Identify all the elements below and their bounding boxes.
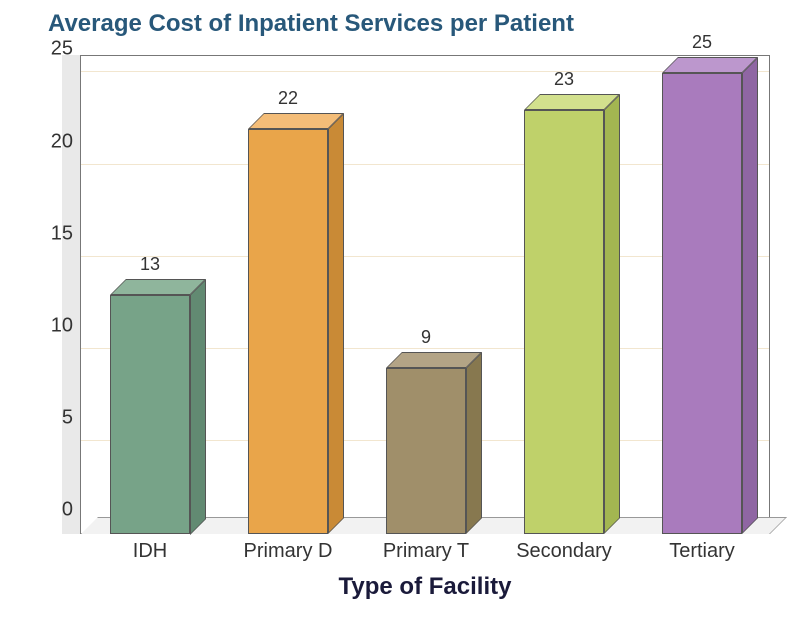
bar: 13 [110, 295, 190, 535]
y-tick-label: 5 [33, 406, 73, 429]
bar-value-label: 13 [140, 254, 160, 275]
bar: 9 [386, 368, 466, 534]
y-tick-label: 10 [33, 314, 73, 337]
y-tick-label: 0 [33, 499, 73, 522]
y-tick-label: 25 [33, 38, 73, 61]
x-axis-title: Type of Facility [81, 573, 769, 601]
bar: 23 [524, 110, 604, 534]
bar-value-label: 9 [421, 327, 431, 348]
x-tick-label: Secondary [516, 540, 612, 563]
x-tick-label: Primary T [383, 540, 469, 563]
y-tick-label: 15 [33, 222, 73, 245]
y-tick-label: 20 [33, 130, 73, 153]
bar: 22 [248, 129, 328, 534]
plot-area: Type of Facility 051015202513IDH22Primar… [80, 55, 770, 534]
bar-value-label: 25 [692, 32, 712, 53]
x-tick-label: Tertiary [669, 540, 735, 563]
x-tick-label: IDH [133, 540, 167, 563]
x-tick-label: Primary D [244, 540, 333, 563]
bar-value-label: 23 [554, 69, 574, 90]
bar: 25 [662, 73, 742, 534]
chart-title: Average Cost of Inpatient Services per P… [0, 0, 800, 38]
chart-container: Average Cost of Inpatient Services per P… [0, 0, 800, 624]
bar-value-label: 22 [278, 88, 298, 109]
